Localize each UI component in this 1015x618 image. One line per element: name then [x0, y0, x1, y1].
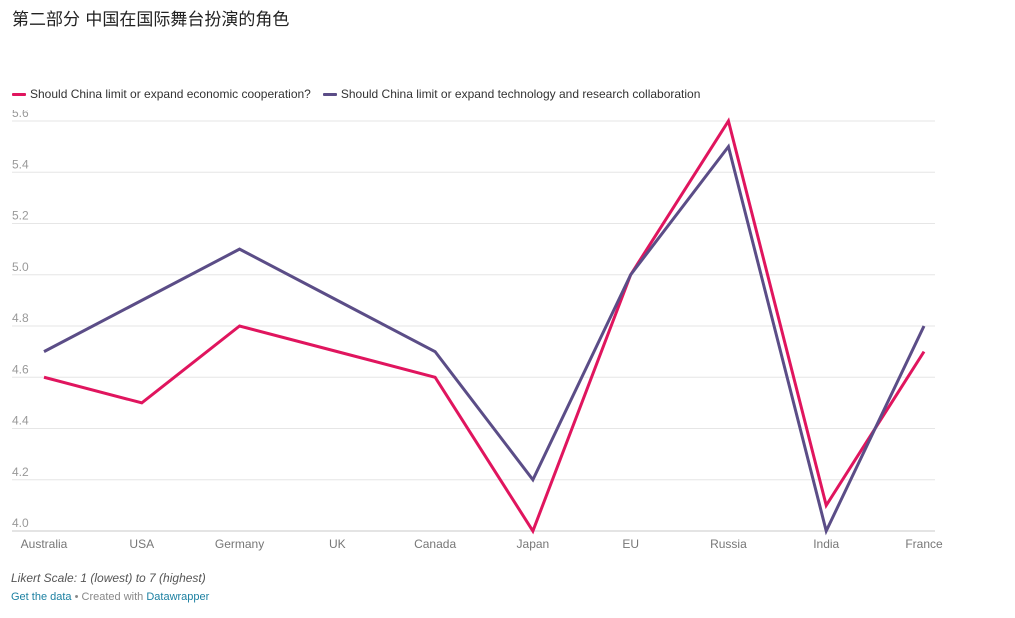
datawrapper-link[interactable]: Datawrapper [146, 591, 210, 603]
x-tick-label: USA [129, 537, 154, 551]
y-tick-label: 5.4 [12, 157, 29, 171]
legend-swatch-technology [322, 92, 337, 96]
x-tick-label: France [905, 537, 943, 551]
y-tick-label: 4.2 [12, 465, 29, 479]
legend: Should China limit or expand economic co… [12, 87, 712, 101]
series-line-economic [43, 117, 926, 535]
y-tick-label: 4.6 [12, 362, 29, 376]
series-lines [43, 117, 926, 536]
line-chart: 4.0 4.2 4.4 4.6 4.8 5.0 5.2 5.4 5.6 Australia USA… [12, 110, 943, 551]
legend-label-economic: Should China limit or expand economic co… [30, 87, 311, 101]
series-line-technology [43, 143, 926, 536]
x-tick-label: UK [329, 537, 346, 551]
y-tick-label: 5.2 [12, 209, 29, 223]
x-axis-ticks: Australia USA Germany UK Canada Japan EU Russia… [21, 537, 943, 551]
scale-note: Likert Scale: 1 (lowest) to 7 (highest) [11, 571, 206, 585]
y-tick-label: 4.8 [12, 311, 29, 325]
y-tick-label: 5.0 [12, 260, 29, 274]
x-tick-label: Japan [517, 537, 550, 551]
x-tick-label: India [813, 537, 839, 551]
gridlines [12, 120, 935, 532]
x-tick-label: Canada [414, 537, 456, 551]
legend-item-technology: Should China limit or expand technology … [322, 87, 701, 101]
x-tick-label: Russia [710, 537, 747, 551]
x-tick-label: Australia [21, 537, 68, 551]
x-tick-label: Germany [215, 537, 264, 551]
footer: Get the data • Created with Datawrapper [11, 591, 209, 603]
y-axis-ticks: 4.0 4.2 4.4 4.6 4.8 5.0 5.2 5.4 5.6 [12, 110, 29, 530]
y-tick-label: 4.4 [12, 414, 29, 428]
footer-separator: • Created with [71, 591, 147, 603]
chart-title: 第二部分 中国在国际舞台扮演的角色 [12, 10, 290, 30]
legend-label-technology: Should China limit or expand technology … [340, 87, 701, 101]
x-tick-label: EU [622, 537, 639, 551]
y-tick-label: 4.0 [12, 516, 29, 530]
get-data-link[interactable]: Get the data [11, 591, 72, 603]
y-tick-label: 5.6 [12, 110, 29, 120]
legend-item-economic: Should China limit or expand economic co… [12, 87, 311, 101]
legend-swatch-economic [12, 92, 26, 96]
